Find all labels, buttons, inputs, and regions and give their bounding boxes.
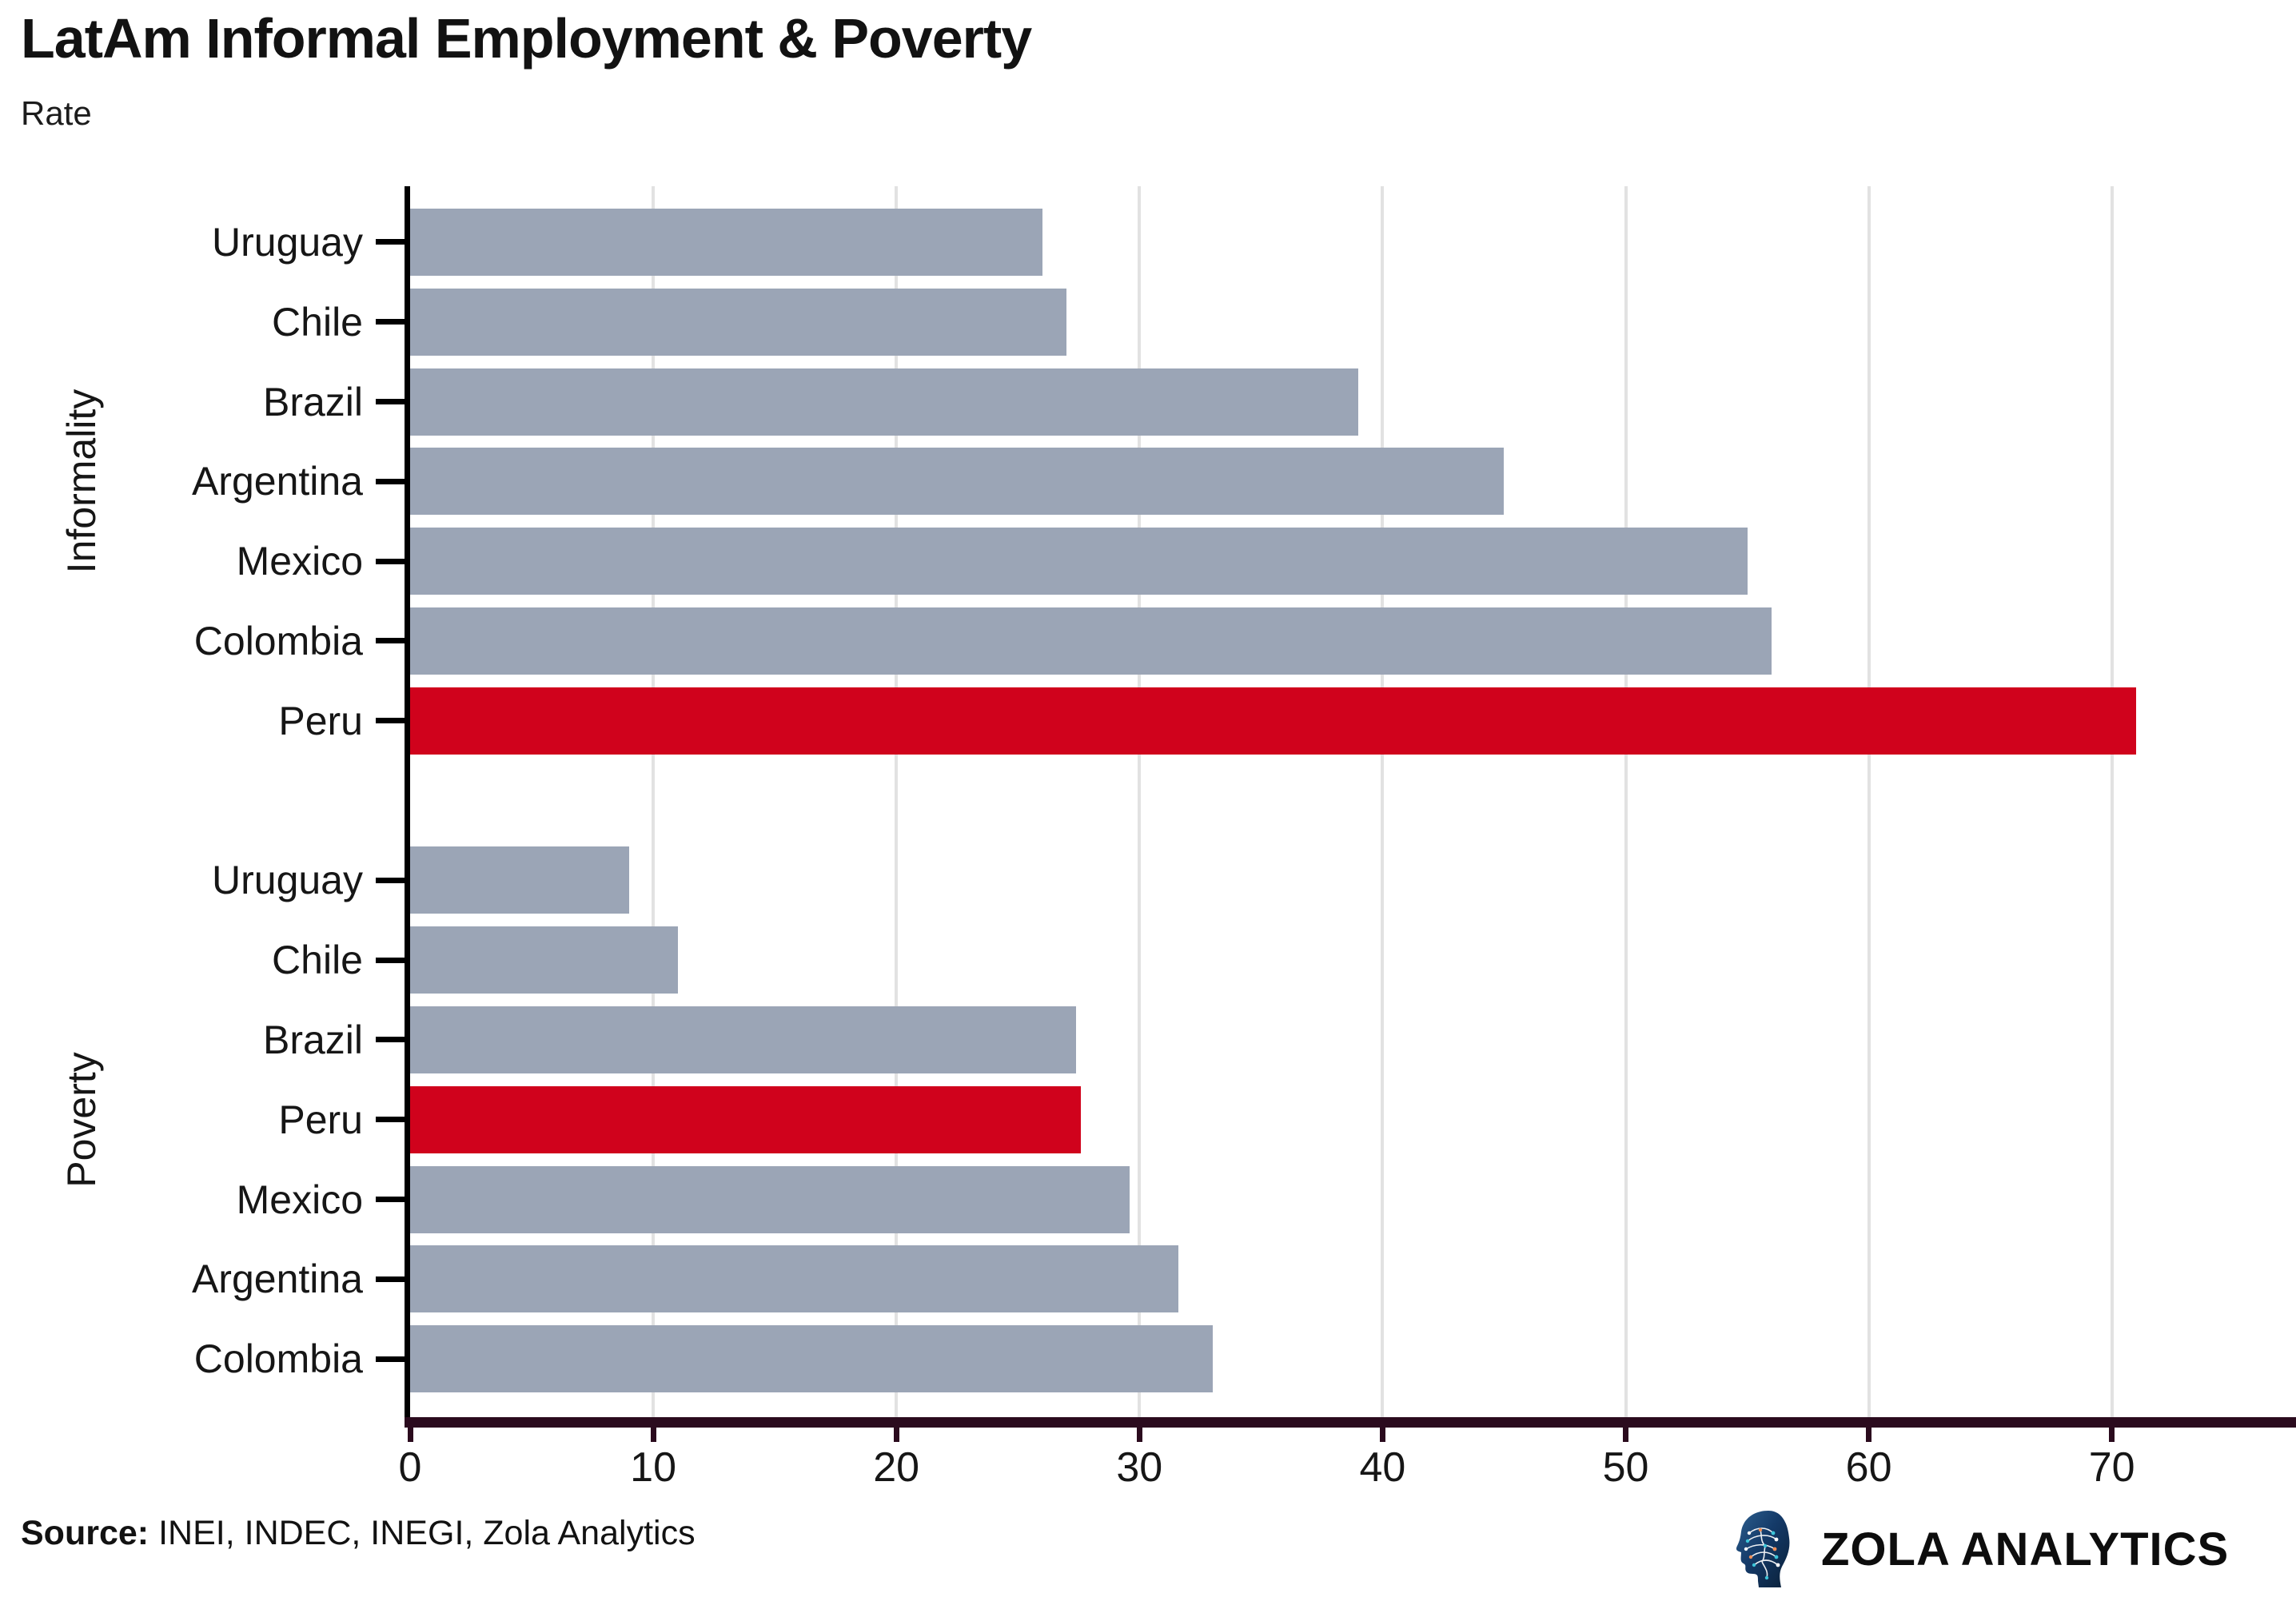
bar-poverty-chile [410,926,678,994]
category-label: Uruguay [212,858,363,903]
x-tick-mark-70 [2109,1428,2115,1442]
brand-lockup: ZOLA ANALYTICS [1733,1503,2229,1595]
x-tick-label-40: 40 [1359,1444,1406,1491]
x-tick-mark-10 [650,1428,656,1442]
category-label: Chile [272,299,363,344]
category-tick [376,558,405,564]
chart-title: LatAm Informal Employment & Poverty [21,7,1032,70]
category-tick [376,1117,405,1123]
x-tick-mark-30 [1136,1428,1142,1442]
bar-poverty-brazil [410,1006,1077,1073]
bar-informality-colombia [410,607,1772,675]
bar-poverty-argentina [410,1245,1178,1313]
gridline-60 [1867,186,1871,1417]
category-tick [376,1037,405,1043]
category-label: Uruguay [212,219,363,265]
bar-informality-peru [410,687,2137,755]
category-tick [376,1276,405,1282]
bar-poverty-mexico [410,1165,1130,1233]
chart-subtitle: Rate [21,94,92,132]
category-tick [376,718,405,724]
x-tick-mark-50 [1623,1428,1628,1442]
category-tick [376,1197,405,1202]
source-line: Source: INEI, INDEC, INEGI, Zola Analytic… [21,1514,696,1553]
x-tick-label-50: 50 [1602,1444,1649,1491]
x-tick-label-70: 70 [2088,1444,2135,1491]
x-axis-line [405,1417,2296,1428]
group-label-poverty: Poverty [59,1051,104,1188]
category-label: Peru [278,1097,363,1142]
x-tick-mark-40 [1379,1428,1385,1442]
bar-poverty-peru [410,1085,1082,1153]
x-tick-label-0: 0 [398,1444,422,1491]
category-tick [376,957,405,963]
x-tick-label-20: 20 [873,1444,920,1491]
category-label: Colombia [193,618,363,663]
bar-informality-chile [410,288,1067,356]
gridline-40 [1381,186,1385,1417]
category-label: Brazil [262,1017,363,1062]
category-label: Peru [278,698,363,743]
group-label-informality: Informality [59,388,104,574]
category-tick [376,319,405,325]
category-tick [376,478,405,484]
source-label: Source: [21,1514,149,1552]
brain-circuit-head-icon [1736,1511,1790,1587]
category-label: Mexico [236,1177,363,1222]
category-tick [376,399,405,404]
category-label: Argentina [191,459,363,504]
x-tick-mark-0 [407,1428,413,1442]
category-tick [376,239,405,245]
x-tick-mark-20 [893,1428,899,1442]
bar-poverty-uruguay [410,846,629,914]
gridline-70 [2110,186,2114,1417]
bar-informality-argentina [410,448,1505,516]
gridline-30 [1138,186,1142,1417]
gridline-50 [1624,186,1628,1417]
category-label: Argentina [191,1257,363,1302]
category-label: Mexico [236,539,363,584]
category-label: Colombia [193,1336,363,1382]
category-tick [376,638,405,644]
bar-informality-brazil [410,368,1358,436]
x-tick-label-60: 60 [1845,1444,1892,1491]
gridline-20 [895,186,899,1417]
bar-poverty-colombia [410,1325,1213,1393]
bar-informality-uruguay [410,208,1042,276]
brand-wordmark: ZOLA ANALYTICS [1821,1523,2230,1575]
category-tick [376,1356,405,1362]
bar-informality-mexico [410,528,1748,595]
gridline-10 [652,186,656,1417]
category-tick [376,877,405,883]
x-tick-label-10: 10 [630,1444,677,1491]
y-axis-line [405,186,410,1417]
category-label: Chile [272,938,363,983]
source-text: INEI, INDEC, INEGI, Zola Analytics [158,1514,696,1552]
x-tick-mark-60 [1866,1428,1872,1442]
x-tick-label-30: 30 [1116,1444,1163,1491]
category-label: Brazil [262,379,363,424]
